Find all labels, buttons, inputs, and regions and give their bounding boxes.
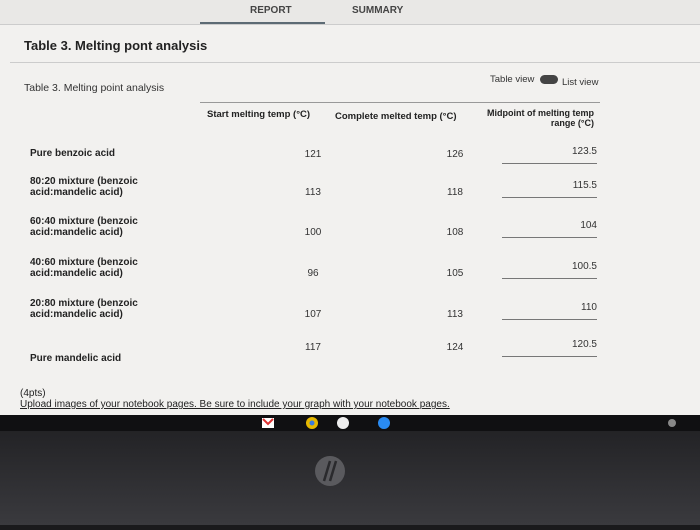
- cell: 120.5: [502, 339, 597, 357]
- status-icon[interactable]: [668, 419, 676, 427]
- cell: 104: [502, 220, 597, 238]
- taskbar-icons: [262, 417, 676, 429]
- logo-mark: [322, 460, 338, 482]
- row-label: Pure mandelic acid: [30, 353, 122, 364]
- top-bar: [0, 0, 700, 25]
- heading: Table 3. Melting pont analysis: [24, 38, 208, 53]
- row-label: 40:60 mixture (benzoic acid:mandelic aci…: [30, 257, 138, 279]
- cell: 124: [446, 342, 464, 353]
- cell: 110: [502, 302, 597, 320]
- cell: 117: [305, 342, 321, 353]
- cell: 105: [446, 268, 464, 279]
- screen: REPORT SUMMARY Table 3. Melting pont ana…: [0, 0, 700, 415]
- bezel-art: [315, 456, 345, 486]
- cell: 100: [304, 227, 322, 238]
- toggle-label[interactable]: List view: [562, 77, 599, 88]
- cell: 96: [307, 268, 319, 279]
- tab[interactable]: REPORT: [250, 5, 292, 16]
- cell: 108: [446, 227, 464, 238]
- tab[interactable]: SUMMARY: [352, 5, 404, 16]
- files-icon[interactable]: [378, 417, 390, 429]
- cell: 118: [447, 187, 463, 198]
- taskbar: [0, 415, 700, 431]
- column-header: Midpoint of melting temp range (°C): [487, 108, 594, 128]
- cell: 113: [447, 309, 463, 320]
- column-header: Complete melted temp (°C): [335, 111, 457, 122]
- instructions[interactable]: Upload images of your notebook pages. Be…: [20, 399, 450, 410]
- points: (4pts): [20, 388, 46, 399]
- row-label: Pure benzoic acid: [30, 148, 116, 159]
- cell: 107: [304, 309, 322, 320]
- column-header: Start melting temp (°C): [207, 109, 311, 120]
- header-line: [200, 102, 600, 103]
- logo: [315, 456, 345, 486]
- chrome-center: [309, 420, 315, 426]
- tab-indicator: [200, 22, 325, 24]
- row-label: 20:80 mixture (benzoic acid:mandelic aci…: [30, 298, 138, 320]
- toggle-label[interactable]: Table view: [490, 74, 535, 85]
- divider: [10, 62, 700, 63]
- cell: 115.5: [502, 180, 597, 198]
- table-caption: Table 3. Melting point analysis: [24, 82, 165, 94]
- row-label: 60:40 mixture (benzoic acid:mandelic aci…: [30, 216, 138, 238]
- row-label: 80:20 mixture (benzoic acid:mandelic aci…: [30, 176, 138, 198]
- laptop-bezel: [0, 431, 700, 525]
- cell: 100.5: [502, 261, 597, 279]
- cell: 121: [304, 149, 322, 160]
- toggle-switch[interactable]: [540, 75, 558, 84]
- cell: 123.5: [502, 146, 597, 164]
- app-icon[interactable]: [337, 417, 349, 429]
- cell: 126: [446, 149, 464, 160]
- cell: 113: [305, 187, 321, 198]
- gmail-mark: [262, 418, 274, 426]
